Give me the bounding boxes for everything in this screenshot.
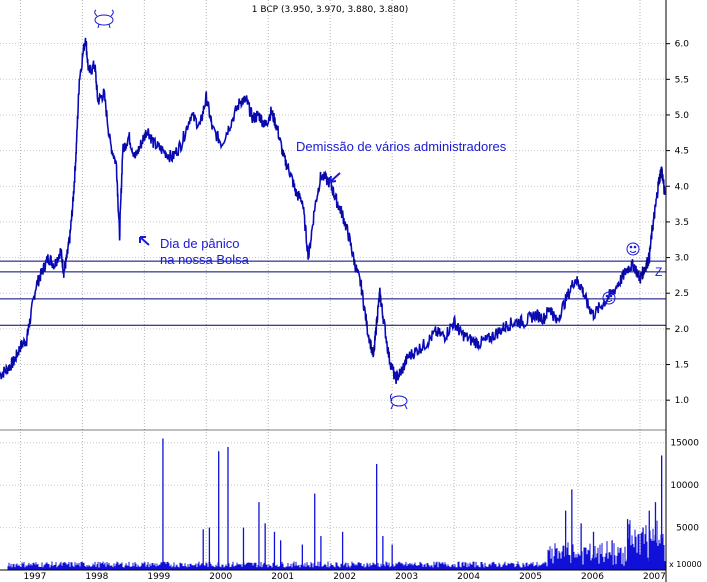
x-tick-label: 2007 [643, 572, 666, 582]
annotations: Demissão de vários administradores Dia d… [94, 9, 662, 410]
x-tick-label: 2003 [395, 572, 418, 582]
x-tick-label: 1999 [147, 572, 170, 582]
x-tick-label: 2000 [209, 572, 232, 582]
y-tick-label: 2.0 [675, 325, 690, 335]
volume-unit-label: x 10000 [669, 560, 702, 569]
bear-doodle-icon [390, 393, 408, 410]
smiley-icon [626, 242, 640, 256]
price-line [0, 37, 666, 384]
horizontal-reference-lines [0, 260, 666, 326]
volume-tick-label: 15000 [670, 439, 699, 449]
arrow-panico-icon [139, 236, 150, 246]
y-tick-label: 3.0 [675, 254, 690, 264]
price-line-shadow [0, 37, 666, 384]
x-tick-label: 1997 [23, 572, 46, 582]
annotation-demissao: Demissão de vários administradores [296, 139, 507, 154]
y-tick-label: 5.0 [675, 111, 690, 121]
annotation-nossa-bolsa: na nossa Bolsa [160, 252, 250, 267]
x-tick-label: 2002 [333, 572, 356, 582]
y-tick-label: 5.5 [675, 75, 689, 85]
x-tick-label: 2004 [457, 572, 480, 582]
bull-doodle-icon [94, 9, 114, 29]
y-tick-label: 2.5 [675, 289, 689, 299]
price-series [0, 37, 666, 384]
y-tick-label: 6.0 [675, 40, 690, 50]
annotation-dia-panico: Dia de pânico [160, 236, 240, 251]
x-tick-label: 2005 [519, 572, 542, 582]
annotation-z: Z [655, 265, 662, 279]
y-tick-label: 4.5 [675, 147, 689, 157]
x-tick-label: 1998 [85, 572, 108, 582]
y-tick-label: 4.0 [675, 182, 690, 192]
grid [0, 0, 666, 570]
arrow-demissao-icon [329, 172, 341, 183]
volume-bars [7, 438, 666, 570]
y-tick-label: 1.5 [675, 361, 689, 371]
volume-tick-label: 5000 [676, 524, 699, 534]
y-tick-label: 3.5 [675, 218, 689, 228]
x-tick-label: 2001 [271, 572, 294, 582]
smiley-icon [602, 291, 616, 305]
y-tick-label: 1.0 [675, 396, 690, 406]
x-tick-label: 2006 [581, 572, 604, 582]
volume-tick-label: 10000 [670, 481, 699, 491]
